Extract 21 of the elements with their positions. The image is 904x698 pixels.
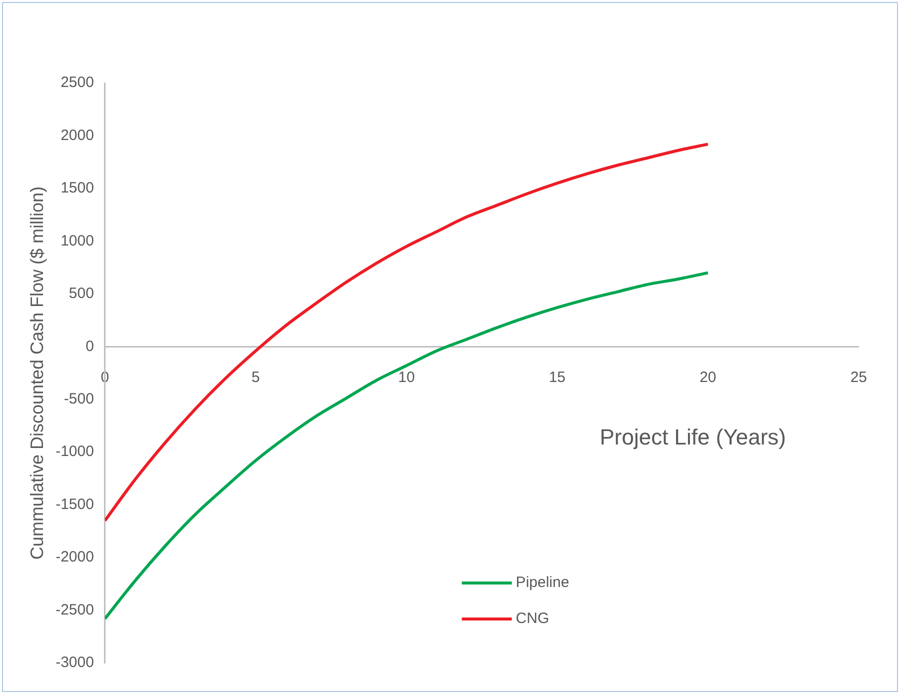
x-tick-label: 25 xyxy=(850,368,867,386)
x-axis-title: Project Life (Years) xyxy=(600,424,786,450)
legend-label: Pipeline xyxy=(516,574,570,592)
y-tick-label: -2500 xyxy=(56,601,94,618)
y-tick-label: 1500 xyxy=(60,180,94,197)
x-tick-label: 10 xyxy=(398,368,415,386)
y-tick-label: -500 xyxy=(64,390,94,408)
y-tick-label: -1500 xyxy=(56,496,94,513)
y-tick-label: 2000 xyxy=(60,126,94,144)
y-tick-label: 2500 xyxy=(60,74,94,92)
y-tick-label: 500 xyxy=(68,285,94,302)
y-axis-title: Cummulative Discounted Cash Flow ($ million) xyxy=(26,186,47,560)
y-tick-label: -3000 xyxy=(56,654,94,672)
y-tick-label: -2000 xyxy=(56,548,94,566)
y-tick-label: 0 xyxy=(86,338,94,355)
x-tick-label: 5 xyxy=(252,368,260,386)
y-tick-label: -1000 xyxy=(56,443,94,460)
x-tick-label: 20 xyxy=(700,368,716,386)
y-tick-label: 1000 xyxy=(60,232,94,250)
x-tick-label: 15 xyxy=(548,368,566,386)
legend-label: CNG xyxy=(516,610,550,628)
